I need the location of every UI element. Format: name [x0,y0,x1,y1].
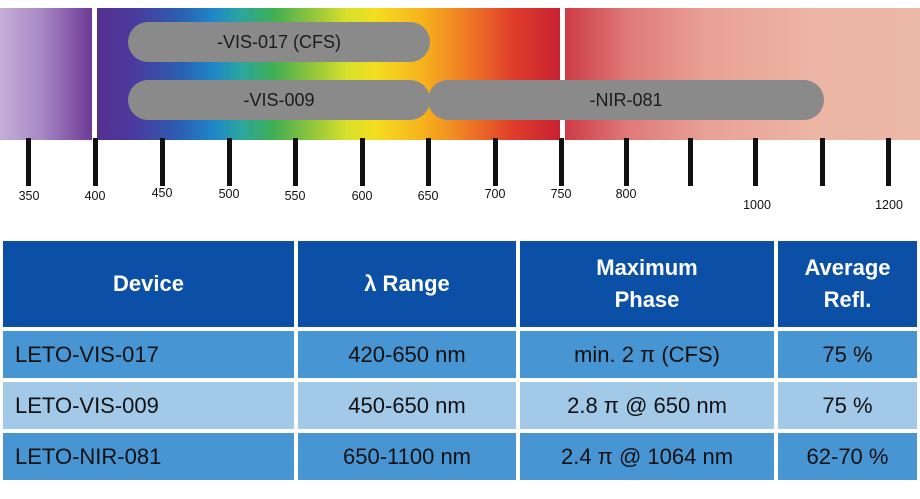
cell-phase: 2.8 π @ 650 nm [520,382,778,433]
header-phase-text: Maximum Phase [596,255,698,312]
tick-mark [624,138,629,186]
table-header-row: Device λ Range Maximum Phase Average Ref… [3,241,917,331]
tick-label: 500 [218,187,240,201]
device-table: Device λ Range Maximum Phase Average Ref… [3,241,917,484]
header-range: λ Range [298,241,520,331]
tick-mark [886,138,891,186]
tick-label: 1200 [875,198,903,212]
tick-mark [26,138,31,186]
tick-label: 700 [484,187,506,201]
spectrum-band-nir [565,8,920,140]
cell-device: LETO-VIS-017 [3,331,298,382]
cell-refl: 62-70 % [778,433,917,484]
spectrum-diagram: -VIS-017 (CFS) -VIS-009 -NIR-081 [0,0,920,140]
tick-mark [160,138,165,186]
tick-label: 650 [417,189,439,203]
cell-refl: 75 % [778,382,917,433]
tick-mark [293,138,298,186]
tick-label: 750 [550,187,572,201]
range-bar-vis-017: -VIS-017 (CFS) [128,22,430,62]
tick-label: 550 [284,189,306,203]
cell-device: LETO-VIS-009 [3,382,298,433]
tick-label: 600 [351,189,373,203]
tick-mark [93,138,98,186]
cell-range: 650-1100 nm [298,433,520,484]
tick-mark [753,138,758,186]
tick-mark [820,138,825,186]
tick-mark [493,138,498,186]
range-bar-nir-081: -NIR-081 [428,80,824,120]
tick-mark [426,138,431,186]
header-device: Device [3,241,298,331]
cell-range: 420-650 nm [298,331,520,382]
cell-range: 450-650 nm [298,382,520,433]
header-refl-text: Average Refl. [804,255,891,312]
header-refl: Average Refl. [778,241,917,331]
range-bar-vis-009: -VIS-009 [128,80,430,120]
wavelength-scale: 350 400 450 500 550 600 650 700 750 800 … [0,138,920,218]
tick-label: 400 [84,189,106,203]
tick-mark [360,138,365,186]
cell-phase: 2.4 π @ 1064 nm [520,433,778,484]
spectrum-band-uv [0,8,92,140]
tick-mark [227,138,232,186]
cell-phase: min. 2 π (CFS) [520,331,778,382]
tick-label: 350 [18,189,40,203]
tick-mark [559,138,564,186]
table-row: LETO-NIR-081 650-1100 nm 2.4 π @ 1064 nm… [3,433,917,484]
tick-label: 1000 [743,198,771,212]
cell-device: LETO-NIR-081 [3,433,298,484]
tick-label: 450 [151,186,173,200]
tick-label: 800 [615,187,637,201]
table-row: LETO-VIS-009 450-650 nm 2.8 π @ 650 nm 7… [3,382,917,433]
cell-refl: 75 % [778,331,917,382]
table-row: LETO-VIS-017 420-650 nm min. 2 π (CFS) 7… [3,331,917,382]
header-phase: Maximum Phase [520,241,778,331]
tick-mark [688,138,693,186]
